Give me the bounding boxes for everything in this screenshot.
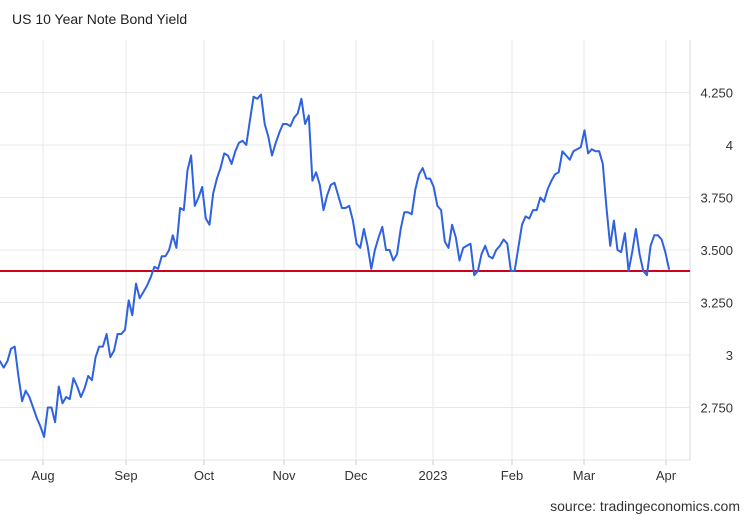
x-tick-label: Mar <box>573 468 596 483</box>
x-axis-labels: Aug Sep Oct Nov Dec 2023 Feb Mar Apr <box>31 468 676 483</box>
x-tick-label: Nov <box>272 468 296 483</box>
y-tick-label: 2.750 <box>700 401 733 416</box>
y-axis-labels: 2.750 3 3.250 3.500 3.750 4 4.250 <box>700 86 733 416</box>
x-tick-label: Dec <box>344 468 368 483</box>
x-tick-label: Aug <box>31 468 54 483</box>
chart-title: US 10 Year Note Bond Yield <box>12 11 187 27</box>
plot-grid <box>0 40 691 465</box>
series-line <box>0 93 670 438</box>
y-tick-label: 3.500 <box>700 243 733 258</box>
source-label: source: tradingeconomics.com <box>550 498 740 514</box>
x-tick-label: 2023 <box>419 468 448 483</box>
y-tick-label: 3.750 <box>700 191 733 206</box>
x-tick-label: Oct <box>194 468 215 483</box>
y-tick-label: 4.250 <box>700 86 733 101</box>
x-tick-label: Apr <box>656 468 677 483</box>
x-tick-label: Sep <box>114 468 137 483</box>
y-tick-label: 3.250 <box>700 296 733 311</box>
y-tick-label: 3 <box>726 348 733 363</box>
y-tick-label: 4 <box>726 138 733 153</box>
x-tick-label: Feb <box>501 468 523 483</box>
